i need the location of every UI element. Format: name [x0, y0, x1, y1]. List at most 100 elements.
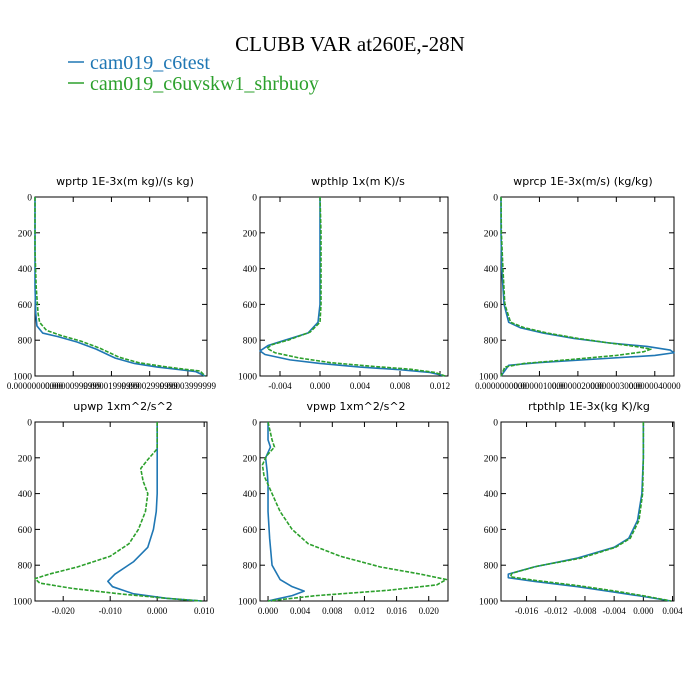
- x-tick-label: -0.008: [573, 606, 597, 616]
- y-tick-label: 1000: [13, 598, 32, 608]
- y-tick-label: 800: [243, 562, 258, 572]
- panel-5: vpwp 1xm^2/s^2 0 200 400 600 800 10000.000 0.00…: [238, 400, 449, 616]
- x-tick-label: 0.000: [633, 606, 654, 616]
- figure-title: CLUBB VAR at260E,-28N: [235, 32, 465, 56]
- x-tick-label: 0.004: [662, 606, 683, 616]
- y-tick-label: 800: [18, 562, 33, 572]
- x-tick-label: 0.0000030000: [590, 381, 642, 391]
- y-tick-label: 800: [18, 337, 33, 347]
- panel-title: wprcp 1E-3x(m/s) (kg/kg): [513, 175, 652, 188]
- series-line-shrbuoy: [266, 196, 446, 377]
- y-tick-label: 600: [18, 301, 33, 311]
- y-tick-label: 200: [484, 229, 499, 239]
- plot-frame: [500, 196, 675, 377]
- y-tick-label: 800: [484, 337, 499, 347]
- x-tick-label: 0.00000000000: [7, 381, 64, 391]
- x-tick-label: 0.00000999999: [45, 381, 102, 391]
- y-tick-label: 0: [493, 194, 498, 204]
- x-tick-label: -0.004: [268, 381, 292, 391]
- panel-title: upwp 1xm^2/s^2: [73, 400, 173, 413]
- legend: cam019_c6test cam019_c6uvskw1_shrbuoy: [68, 52, 319, 95]
- y-tick-label: 800: [243, 337, 258, 347]
- y-tick-label: 1000: [479, 598, 498, 608]
- y-tick-label: 0: [27, 194, 32, 204]
- x-tick-label: -0.020: [52, 606, 76, 616]
- x-tick-label: -0.010: [99, 606, 123, 616]
- y-tick-label: 0: [27, 419, 32, 429]
- plot-frame: [34, 421, 208, 602]
- y-tick-label: 1000: [238, 598, 257, 608]
- panel-title: rtpthlp 1E-3x(kg K)/kg: [528, 400, 650, 413]
- x-tick-label: -0.012: [544, 606, 567, 616]
- y-tick-label: 200: [18, 454, 33, 464]
- x-tick-label: 0.000: [310, 381, 331, 391]
- y-tick-label: 400: [18, 265, 33, 275]
- y-tick-label: 0: [252, 194, 257, 204]
- panels: wprtp 1E-3x(m kg)/(s kg) 0 200 400 600 800 100…: [7, 175, 683, 616]
- panel-title: wpthlp 1x(m K)/s: [311, 175, 405, 188]
- y-tick-label: 200: [18, 229, 33, 239]
- panel-1: wprtp 1E-3x(m kg)/(s kg) 0 200 400 600 800 100…: [7, 175, 217, 391]
- x-tick-label: 0.00002999999: [122, 381, 179, 391]
- x-tick-label: 0.010: [194, 606, 215, 616]
- y-tick-label: 400: [243, 490, 258, 500]
- series-line-c6test: [34, 197, 206, 377]
- panel-title: wprtp 1E-3x(m kg)/(s kg): [56, 175, 194, 188]
- x-tick-label: 0.00003999999: [160, 381, 217, 391]
- x-tick-label: 0.016: [386, 606, 407, 616]
- x-tick-label: 0.0000010000: [514, 381, 566, 391]
- x-tick-label: 0.000: [147, 606, 168, 616]
- y-tick-label: 400: [18, 490, 33, 500]
- y-tick-label: 1000: [479, 373, 498, 383]
- plot-frame: [500, 421, 675, 602]
- x-tick-label: 0.00001999999: [83, 381, 140, 391]
- x-tick-label: 0.000: [258, 606, 279, 616]
- y-tick-label: 600: [243, 301, 258, 311]
- series-line-shrbuoy: [261, 421, 448, 602]
- x-tick-label: 0.008: [322, 606, 343, 616]
- series-line-c6test: [264, 422, 305, 602]
- x-tick-label: 0.0000020000: [552, 381, 604, 391]
- series-line-c6test: [259, 197, 446, 377]
- y-tick-label: 200: [484, 454, 499, 464]
- y-tick-label: 0: [493, 419, 498, 429]
- y-tick-label: 1000: [238, 373, 257, 383]
- legend-label-c6test: cam019_c6test: [90, 52, 210, 74]
- series-line-shrbuoy: [34, 422, 202, 602]
- y-tick-label: 400: [484, 490, 499, 500]
- y-tick-label: 0: [252, 419, 257, 429]
- y-tick-label: 600: [18, 526, 33, 536]
- y-tick-label: 400: [243, 265, 258, 275]
- panel-title: vpwp 1xm^2/s^2: [306, 400, 405, 413]
- x-tick-label: 0.020: [419, 606, 440, 616]
- panel-2: wpthlp 1x(m K)/s 0 200 400 600 800 1000 -0.004 0…: [238, 175, 450, 391]
- y-tick-label: 1000: [13, 373, 32, 383]
- series-line-c6test: [507, 422, 672, 602]
- x-tick-label: -0.004: [603, 606, 627, 616]
- x-tick-label: 0.0000000000: [475, 381, 527, 391]
- legend-label-shrbuoy: cam019_c6uvskw1_shrbuoy: [90, 73, 319, 95]
- panel-4: upwp 1xm^2/s^2 0 200 400 600 800 1000 -0.020 -0.…: [13, 400, 215, 616]
- x-tick-label: 0.008: [390, 381, 411, 391]
- series-line-shrbuoy: [34, 197, 206, 377]
- series-line-shrbuoy: [509, 422, 672, 602]
- plot-frame: [259, 421, 449, 602]
- y-tick-label: 600: [243, 526, 258, 536]
- panel-3: wprcp 1E-3x(m/s) (kg/kg) 0 200 400 600 800 100…: [475, 175, 681, 391]
- x-tick-label: 0.0000040000: [629, 381, 681, 391]
- x-tick-label: 0.012: [430, 381, 450, 391]
- plot-frame: [259, 196, 449, 377]
- series-line-shrbuoy: [500, 196, 652, 377]
- y-tick-label: 600: [484, 526, 499, 536]
- y-tick-label: 200: [243, 229, 258, 239]
- x-tick-label: 0.004: [350, 381, 371, 391]
- series-line-c6test: [107, 422, 202, 602]
- y-tick-label: 400: [484, 265, 499, 275]
- x-tick-label: 0.012: [354, 606, 374, 616]
- x-tick-label: 0.004: [290, 606, 311, 616]
- x-tick-label: -0.016: [515, 606, 539, 616]
- panel-6: rtpthlp 1E-3x(kg K)/kg 0 200 400 600 800 1000 -…: [479, 400, 683, 616]
- y-tick-label: 200: [243, 454, 258, 464]
- y-tick-label: 600: [484, 301, 499, 311]
